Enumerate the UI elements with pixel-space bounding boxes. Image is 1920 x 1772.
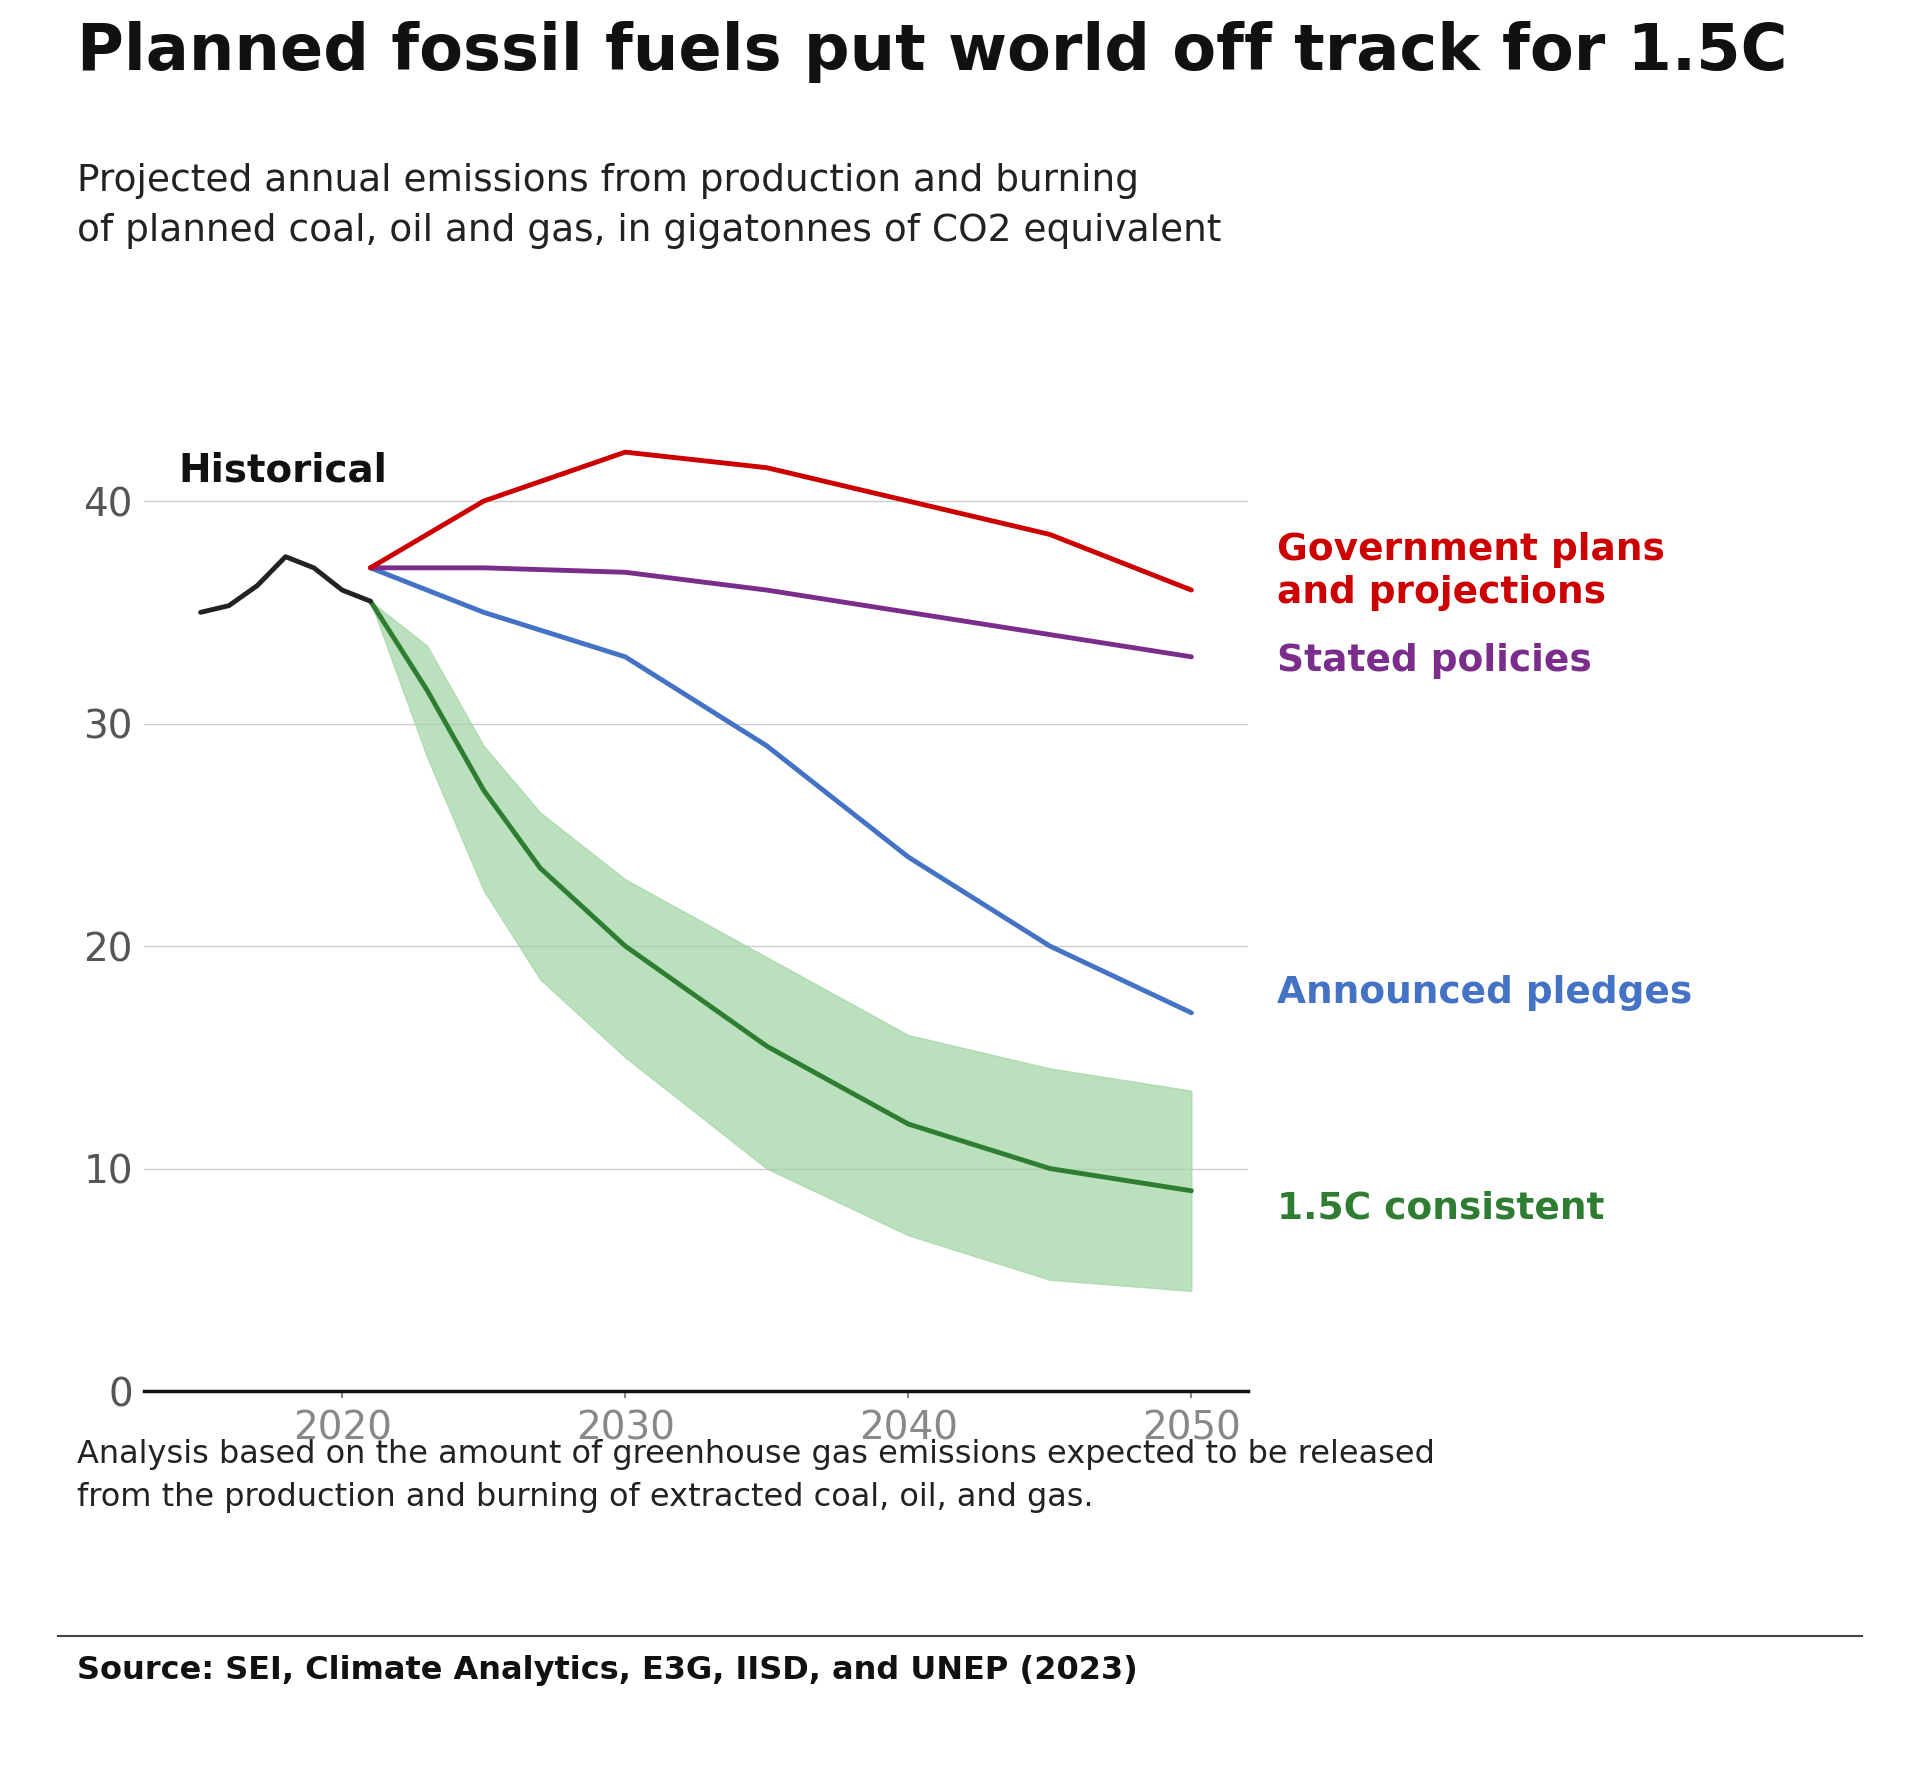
- Text: B: B: [1724, 1690, 1747, 1719]
- Text: Projected annual emissions from production and burning
of planned coal, oil and : Projected annual emissions from producti…: [77, 163, 1221, 250]
- Text: Announced pledges: Announced pledges: [1277, 975, 1692, 1010]
- Text: Government plans
and projections: Government plans and projections: [1277, 532, 1665, 611]
- Text: Analysis based on the amount of greenhouse gas emissions expected to be released: Analysis based on the amount of greenhou…: [77, 1439, 1434, 1513]
- Text: Source: SEI, Climate Analytics, E3G, IISD, and UNEP (2023): Source: SEI, Climate Analytics, E3G, IIS…: [77, 1655, 1137, 1685]
- Text: Planned fossil fuels put world off track for 1.5C: Planned fossil fuels put world off track…: [77, 21, 1788, 83]
- Text: 1.5C consistent: 1.5C consistent: [1277, 1191, 1605, 1226]
- Text: B: B: [1805, 1690, 1828, 1719]
- Text: C: C: [1885, 1690, 1908, 1719]
- Text: Stated policies: Stated policies: [1277, 643, 1592, 679]
- Text: Historical: Historical: [179, 452, 386, 491]
